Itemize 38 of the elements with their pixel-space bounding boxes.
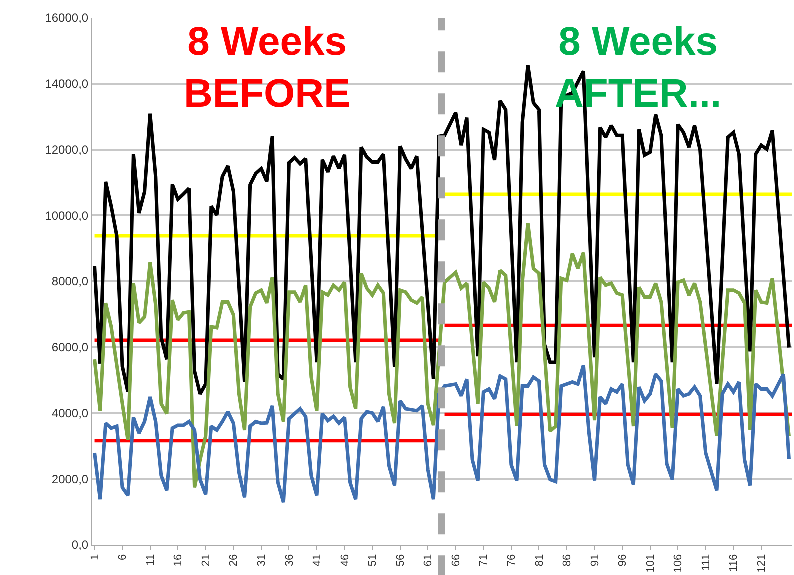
x-tick-label: 6: [117, 554, 130, 561]
x-tick-label: 116: [728, 554, 740, 572]
x-tick-label: 26: [228, 554, 240, 567]
x-tick-label: 11: [144, 554, 157, 566]
x-tick-label: 76: [506, 554, 518, 567]
x-tick-label: 101: [644, 554, 657, 573]
y-tick-label: 16000,0: [45, 11, 89, 26]
y-tick-label: 10000,0: [45, 208, 89, 223]
y-tick-label: 2000,0: [52, 472, 89, 486]
y-tick-label: 14000,0: [45, 77, 89, 92]
y-tick-label: 8000,0: [52, 274, 89, 289]
y-tick-label: 4000,0: [52, 406, 89, 420]
x-tick-label: 36: [284, 554, 296, 567]
x-tick-label: 16: [172, 554, 185, 567]
x-tick-label: 106: [672, 554, 685, 573]
annotation: 8 Weeks BEFORE: [184, 20, 351, 116]
x-tick-label: 56: [394, 554, 407, 567]
x-tick-label: 96: [617, 554, 630, 567]
x-tick-label: 21: [200, 554, 212, 567]
line-series: [93, 364, 791, 504]
x-tick-label: 51: [367, 554, 380, 567]
x-tick-label: 41: [312, 554, 324, 567]
y-tick-label: 12000,0: [45, 142, 89, 157]
x-tick-label: 66: [450, 554, 462, 567]
y-tick-label: 6000,0: [52, 340, 89, 355]
line-series: [93, 64, 791, 396]
x-tick-label: 86: [562, 554, 574, 567]
line-series: [93, 221, 791, 490]
y-tick-label: 0,0: [72, 538, 89, 552]
x-tick-label: 121: [756, 554, 768, 573]
x-tick-label: 46: [339, 554, 352, 567]
x-tick-label: 31: [256, 554, 268, 567]
x-tick-label: 71: [478, 554, 490, 567]
x-tick-label: 1: [89, 554, 102, 561]
x-tick-label: 81: [534, 554, 546, 567]
x-tick-label: 91: [589, 554, 602, 567]
x-tick-label: 61: [422, 554, 435, 567]
x-tick-label: 111: [700, 554, 712, 572]
